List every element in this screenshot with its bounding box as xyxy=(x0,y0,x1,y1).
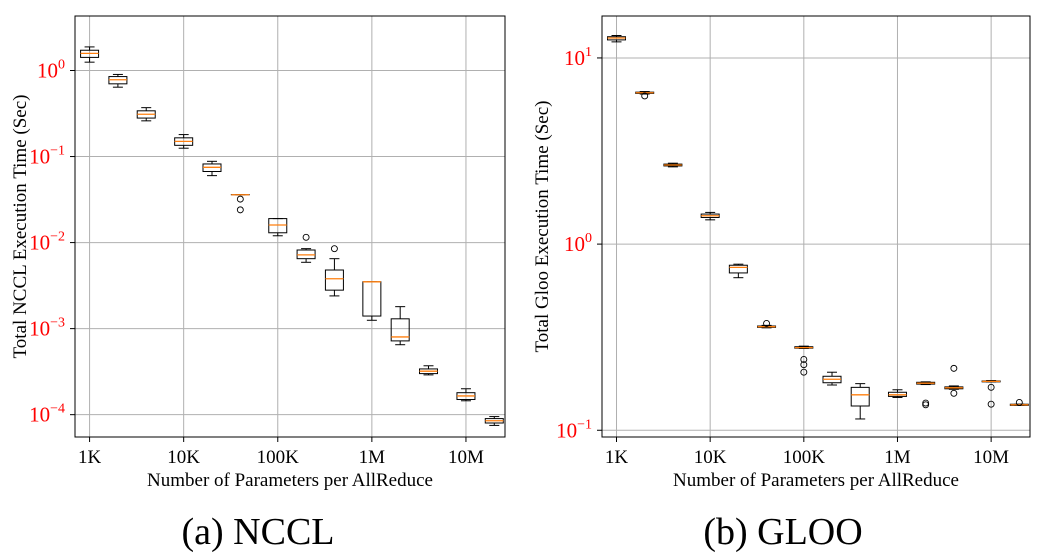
box-iqr xyxy=(268,218,288,234)
box-group xyxy=(362,281,382,321)
box-group xyxy=(230,194,250,214)
outlier-point xyxy=(987,383,995,391)
box-group xyxy=(268,218,288,237)
y-tick-base: 10 xyxy=(37,59,58,83)
y-tick-base: 10 xyxy=(29,317,50,341)
box-group xyxy=(390,306,410,346)
outlier-point xyxy=(922,401,930,409)
box-group xyxy=(850,383,870,420)
outlier-point xyxy=(987,400,995,408)
y-axis-label: Total NCCL Execution Time (Sec) xyxy=(10,95,31,359)
y-tick-label: 10−4 xyxy=(29,402,65,427)
outlier-point xyxy=(922,399,930,407)
y-tick-exponent: 0 xyxy=(585,231,592,246)
outlier-point xyxy=(800,361,808,369)
x-tick-label: 1M xyxy=(359,447,386,468)
box-group xyxy=(981,380,1001,408)
box-group xyxy=(635,91,655,100)
box-group xyxy=(663,162,683,168)
box-iqr xyxy=(390,318,410,342)
y-tick-exponent: −2 xyxy=(50,230,65,245)
box-group xyxy=(887,389,907,398)
outlier-point xyxy=(1015,399,1023,406)
box-group xyxy=(484,416,504,426)
box-iqr xyxy=(324,269,344,291)
box-iqr xyxy=(850,386,870,407)
y-tick-base: 10 xyxy=(29,231,50,255)
x-tick-label: 1K xyxy=(78,447,102,468)
outlier-point xyxy=(763,319,771,327)
x-tick-label: 1M xyxy=(884,447,911,468)
outlier-point xyxy=(302,233,310,241)
box-group xyxy=(136,107,156,122)
box-group xyxy=(108,73,128,88)
y-tick-label: 10−3 xyxy=(29,316,65,341)
box-group xyxy=(324,245,344,297)
box-group xyxy=(419,365,439,376)
box-group xyxy=(174,134,194,149)
box-group xyxy=(916,381,936,409)
y-tick-exponent: −1 xyxy=(577,417,592,432)
y-tick-label: 100 xyxy=(564,231,592,256)
outlier-point xyxy=(236,206,244,214)
box-group xyxy=(822,371,842,386)
y-tick-base: 10 xyxy=(556,418,577,442)
plot-frame xyxy=(601,15,1031,438)
panel-caption: (a) NCCL xyxy=(181,511,334,553)
x-tick-label: 10K xyxy=(167,447,200,468)
x-tick-label: 100K xyxy=(257,447,300,468)
y-tick-label: 10−1 xyxy=(29,144,65,169)
y-axis-label: Total Gloo Execution Time (Sec) xyxy=(532,101,553,353)
x-tick-label: 10M xyxy=(973,447,1009,468)
outlier-point xyxy=(236,195,244,203)
y-tick-base: 10 xyxy=(29,403,50,427)
y-tick-label: 10−1 xyxy=(556,417,592,442)
box-group xyxy=(700,211,720,221)
outlier-point xyxy=(950,364,958,372)
box-group xyxy=(456,388,476,402)
box-group xyxy=(202,160,222,177)
x-tick-label: 10M xyxy=(448,447,484,468)
x-tick-label: 100K xyxy=(783,447,826,468)
panel-nccl: 1K 10K 100K 1M 10M10−410−310−210−1100Number … xyxy=(10,15,506,553)
outlier-point xyxy=(330,245,338,253)
y-tick-exponent: −1 xyxy=(50,144,65,159)
box-group xyxy=(1009,399,1029,406)
y-tick-base: 10 xyxy=(564,46,585,70)
box-group xyxy=(757,319,777,329)
x-tick-label: 10K xyxy=(694,447,727,468)
x-axis-label: Number of Parameters per AllReduce xyxy=(147,470,433,491)
y-tick-base: 10 xyxy=(29,145,50,169)
box-group xyxy=(80,46,100,63)
box-group xyxy=(794,345,814,376)
y-tick-exponent: −4 xyxy=(50,402,65,417)
outlier-point xyxy=(800,356,808,363)
y-tick-label: 10−2 xyxy=(29,230,65,255)
y-tick-label: 101 xyxy=(564,45,592,70)
y-tick-exponent: −3 xyxy=(50,316,65,331)
box-group xyxy=(607,34,627,43)
y-tick-label: 100 xyxy=(37,58,65,83)
x-tick-label: 1K xyxy=(605,447,629,468)
panel-caption: (b) GLOO xyxy=(703,511,862,553)
box-iqr xyxy=(728,264,748,274)
plot-frame xyxy=(74,15,506,438)
outlier-point xyxy=(950,389,958,397)
box-group xyxy=(944,364,964,397)
y-tick-exponent: 0 xyxy=(58,58,65,73)
y-tick-base: 10 xyxy=(564,232,585,256)
y-tick-exponent: 1 xyxy=(585,45,592,60)
box-group xyxy=(296,233,316,263)
outlier-point xyxy=(800,368,808,376)
box-group xyxy=(728,263,748,279)
outlier-point xyxy=(641,92,649,100)
x-axis-label: Number of Parameters per AllReduce xyxy=(673,470,959,491)
